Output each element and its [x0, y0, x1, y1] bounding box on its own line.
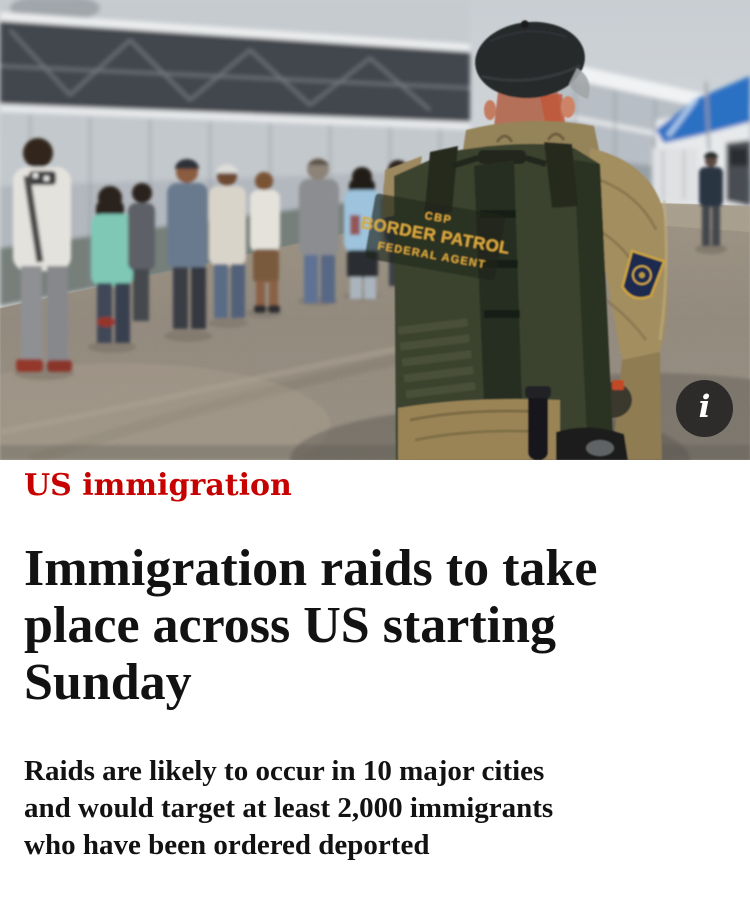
vest-text-cbp: CBP [424, 210, 453, 227]
article-hero-image: CBP BORDER PATROL FEDERAL AGENT i [0, 0, 750, 460]
distant-agent [695, 152, 727, 254]
hero-photo-illustration: CBP BORDER PATROL FEDERAL AGENT [0, 0, 750, 460]
workers-line [13, 138, 415, 380]
border-patrol-agent: CBP BORDER PATROL FEDERAL AGENT [359, 20, 668, 460]
info-icon: i [698, 389, 711, 425]
warehouse-building [652, 76, 750, 206]
kicker-link[interactable]: US immigration [24, 468, 292, 503]
article-headline: Immigration raids to take place across U… [24, 539, 598, 711]
image-info-button[interactable]: i [676, 380, 733, 437]
article-standfirst: Raids are likely to occur in 10 major ci… [24, 754, 554, 861]
vest-text-plate: CBP BORDER PATROL FEDERAL AGENT [359, 193, 511, 281]
article-header: US immigration Immigration raids to take… [0, 460, 750, 864]
